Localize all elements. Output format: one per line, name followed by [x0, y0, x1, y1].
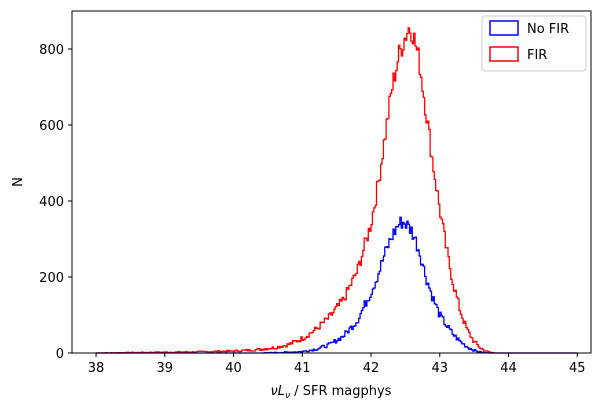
x-axis-label: νLν / SFR magphys — [271, 384, 392, 401]
x-axis-ticks: 38 39 40 41 42 43 44 45 — [88, 353, 586, 376]
y-tick-label: 200 — [39, 271, 64, 286]
y-axis-ticks: 0 200 400 600 800 — [39, 43, 72, 362]
plot-area — [95, 27, 578, 354]
y-tick-label: 0 — [56, 347, 64, 362]
x-tick-label: 40 — [225, 361, 242, 376]
legend-frame — [481, 15, 587, 72]
x-tick-label: 43 — [431, 361, 448, 376]
legend-swatch-fir — [489, 46, 519, 62]
y-tick-label: 800 — [39, 43, 64, 58]
y-axis-label: N — [11, 177, 26, 187]
series-line-no-fir — [96, 216, 578, 354]
legend: No FIR FIR — [481, 15, 587, 72]
axes-frame — [71, 10, 592, 354]
x-tick-label: 41 — [294, 361, 311, 376]
series-line-fir — [95, 27, 578, 354]
y-tick-label: 400 — [39, 195, 64, 210]
x-tick-label: 44 — [500, 361, 517, 376]
legend-label-fir: FIR — [527, 48, 547, 63]
x-tick-label: 38 — [88, 361, 105, 376]
y-tick-label: 600 — [39, 119, 64, 134]
x-tick-label: 42 — [363, 361, 380, 376]
x-tick-label: 45 — [569, 361, 586, 376]
legend-label-no-fir: No FIR — [527, 22, 569, 37]
legend-swatch-no-fir — [489, 20, 519, 36]
x-tick-label: 39 — [157, 361, 174, 376]
